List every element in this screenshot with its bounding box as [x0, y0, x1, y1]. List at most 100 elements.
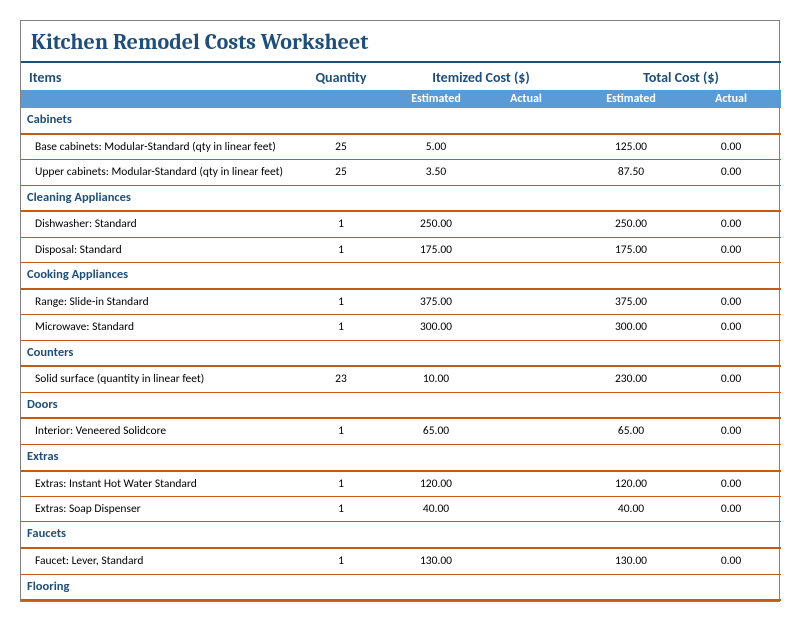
item-row: Dishwasher: Standard1250.00250.000.00	[21, 211, 781, 237]
item-name: Extras: Soap Dispenser	[21, 497, 301, 522]
item-est-unit: 375.00	[391, 289, 481, 315]
item-name: Range: Slide-in Standard	[21, 289, 301, 315]
item-est-unit: 130.00	[391, 548, 481, 574]
item-qty: 1	[301, 497, 381, 522]
item-act-unit	[481, 315, 571, 340]
item-est-total: 120.00	[581, 471, 681, 497]
item-est-total: 65.00	[581, 418, 681, 444]
header-items: Items	[21, 62, 301, 90]
gap	[571, 497, 581, 522]
item-act-unit	[481, 289, 571, 315]
item-row: Extras: Soap Dispenser140.0040.000.00	[21, 497, 781, 522]
subheader-estimated-total: Estimated	[581, 90, 681, 108]
category-row: Flooring	[21, 574, 781, 600]
header-itemized-cost: Itemized Cost ($)	[391, 62, 571, 90]
item-est-unit: 120.00	[391, 471, 481, 497]
gap	[381, 289, 391, 315]
item-act-total: 0.00	[681, 289, 781, 315]
gap	[381, 134, 391, 160]
category-row: Cleaning Appliances	[21, 185, 781, 211]
item-est-total: 40.00	[581, 497, 681, 522]
category-name: Counters	[21, 340, 781, 366]
subheader-actual-unit: Actual	[481, 90, 571, 108]
gap	[381, 315, 391, 340]
item-act-total: 0.00	[681, 418, 781, 444]
worksheet-title: Kitchen Remodel Costs Worksheet	[21, 21, 781, 62]
category-name: Cooking Appliances	[21, 263, 781, 289]
gap	[571, 548, 581, 574]
gap	[381, 418, 391, 444]
item-est-unit: 300.00	[391, 315, 481, 340]
gap	[381, 497, 391, 522]
category-row: Cabinets	[21, 108, 781, 134]
item-row: Extras: Instant Hot Water Standard1120.0…	[21, 471, 781, 497]
gap	[381, 160, 391, 185]
item-est-total: 130.00	[581, 548, 681, 574]
item-est-unit: 65.00	[391, 418, 481, 444]
category-name: Faucets	[21, 522, 781, 548]
item-act-total: 0.00	[681, 471, 781, 497]
item-act-unit	[481, 471, 571, 497]
item-est-unit: 3.50	[391, 160, 481, 185]
item-row: Base cabinets: Modular-Standard (qty in …	[21, 134, 781, 160]
item-row: Upper cabinets: Modular-Standard (qty in…	[21, 160, 781, 185]
item-act-unit	[481, 134, 571, 160]
item-qty: 1	[301, 289, 381, 315]
item-act-total: 0.00	[681, 548, 781, 574]
category-row: Counters	[21, 340, 781, 366]
item-act-total: 0.00	[681, 160, 781, 185]
item-act-unit	[481, 497, 571, 522]
category-name: Cleaning Appliances	[21, 185, 781, 211]
item-act-total: 0.00	[681, 211, 781, 237]
gap	[571, 418, 581, 444]
item-act-total: 0.00	[681, 497, 781, 522]
item-qty: 1	[301, 315, 381, 340]
item-name: Upper cabinets: Modular-Standard (qty in…	[21, 160, 301, 185]
item-name: Disposal: Standard	[21, 237, 301, 262]
item-act-total: 0.00	[681, 315, 781, 340]
gap	[571, 315, 581, 340]
subheader-estimated-unit: Estimated	[391, 90, 481, 108]
category-row: Cooking Appliances	[21, 263, 781, 289]
item-qty: 1	[301, 548, 381, 574]
item-name: Microwave: Standard	[21, 315, 301, 340]
item-qty: 25	[301, 134, 381, 160]
item-name: Base cabinets: Modular-Standard (qty in …	[21, 134, 301, 160]
gap	[571, 366, 581, 392]
item-row: Disposal: Standard1175.00175.000.00	[21, 237, 781, 262]
item-est-total: 230.00	[581, 366, 681, 392]
item-act-total: 0.00	[681, 237, 781, 262]
cost-table: Kitchen Remodel Costs Worksheet Items Qu…	[21, 21, 781, 601]
item-row: Microwave: Standard1300.00300.000.00	[21, 315, 781, 340]
category-name: Doors	[21, 392, 781, 418]
item-row: Interior: Veneered Solidcore165.0065.000…	[21, 418, 781, 444]
item-qty: 23	[301, 366, 381, 392]
item-est-unit: 5.00	[391, 134, 481, 160]
item-est-total: 125.00	[581, 134, 681, 160]
item-est-total: 300.00	[581, 315, 681, 340]
category-row: Doors	[21, 392, 781, 418]
header-total-cost: Total Cost ($)	[581, 62, 781, 90]
gap	[571, 134, 581, 160]
item-est-unit: 10.00	[391, 366, 481, 392]
gap	[571, 160, 581, 185]
item-est-total: 375.00	[581, 289, 681, 315]
item-act-unit	[481, 211, 571, 237]
subheader-row: Estimated Actual Estimated Actual	[21, 90, 781, 108]
gap	[571, 289, 581, 315]
item-name: Faucet: Lever, Standard	[21, 548, 301, 574]
item-row: Range: Slide-in Standard1375.00375.000.0…	[21, 289, 781, 315]
gap	[381, 471, 391, 497]
header-quantity: Quantity	[301, 62, 381, 90]
item-est-unit: 250.00	[391, 211, 481, 237]
item-name: Interior: Veneered Solidcore	[21, 418, 301, 444]
gap	[381, 366, 391, 392]
gap	[571, 237, 581, 262]
item-qty: 1	[301, 471, 381, 497]
worksheet: Kitchen Remodel Costs Worksheet Items Qu…	[20, 20, 780, 602]
item-qty: 25	[301, 160, 381, 185]
item-est-total: 87.50	[581, 160, 681, 185]
gap	[571, 471, 581, 497]
category-name: Extras	[21, 444, 781, 470]
item-act-unit	[481, 160, 571, 185]
